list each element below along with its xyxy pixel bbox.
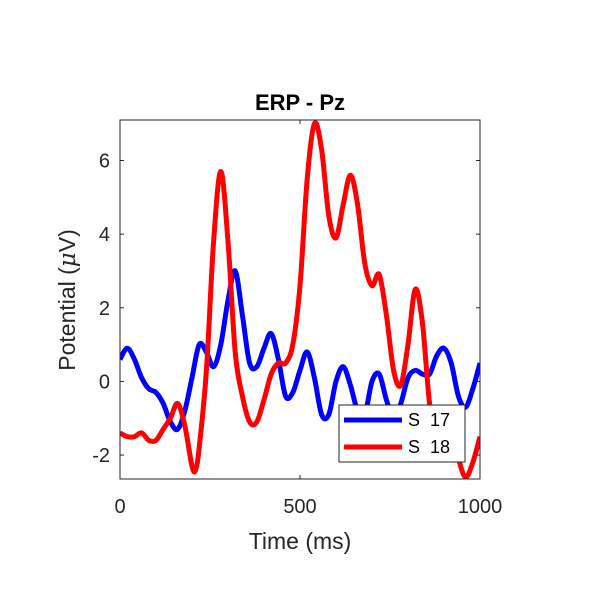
legend: S 17 S 18 <box>338 404 466 463</box>
x-tick-label: 1000 <box>458 496 503 518</box>
x-tick-label: 500 <box>283 496 316 518</box>
legend-box <box>338 404 466 463</box>
legend-label-s17: S 17 <box>408 410 450 430</box>
series-layer <box>120 120 480 479</box>
y-axis-label-suffix: V) <box>54 229 80 252</box>
y-tick-label: 4 <box>99 224 110 246</box>
y-axis-label-prefix: Potential ( <box>54 267 80 371</box>
y-axis-label-mu: μ <box>55 252 81 267</box>
y-axis-label: Potential (μV) <box>54 229 81 371</box>
x-axis-label: Time (ms) <box>249 528 352 554</box>
x-axis-ticks: 0 500 1000 <box>114 120 502 518</box>
x-tick-label: 0 <box>114 496 125 518</box>
y-axis-ticks: -2 0 2 4 6 <box>92 151 480 467</box>
y-tick-label: -2 <box>92 445 110 467</box>
series-line-s17 <box>120 268 480 433</box>
legend-label-s18: S 18 <box>408 437 450 457</box>
y-tick-label: 6 <box>99 151 110 173</box>
y-tick-label: 2 <box>99 298 110 320</box>
chart-title: ERP - Pz <box>255 90 345 115</box>
series-line-s18 <box>120 120 480 479</box>
y-tick-label: 0 <box>99 371 110 393</box>
